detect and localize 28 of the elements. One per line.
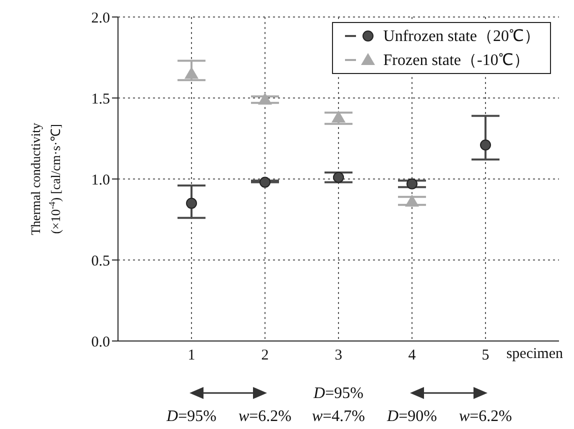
y-tick-label: 0.5 (91, 253, 110, 270)
point (258, 92, 272, 105)
x-tick-label: 5 (482, 348, 490, 364)
point (480, 139, 491, 150)
point (184, 66, 198, 79)
x-tick-label: 1 (188, 348, 196, 364)
point (333, 172, 344, 183)
text: w=4.7% (312, 408, 366, 425)
text: D=95% (312, 385, 364, 402)
y-tick-label: 2.0 (91, 10, 110, 26)
text: D=90% (386, 408, 437, 425)
text: D=95% (166, 408, 216, 425)
y-tick-label: 1.0 (91, 172, 110, 188)
x-tick-label: 3 (334, 348, 342, 364)
x-tick-label: 4 (408, 348, 416, 364)
point (260, 176, 270, 188)
x-tick-label: 2 (261, 348, 269, 364)
point (332, 110, 346, 122)
x-axis-title: specimen (506, 346, 564, 362)
point (186, 198, 197, 209)
legend-label: Unfrozen state（20℃） (383, 26, 540, 46)
y-tick-label: 0.0 (91, 334, 110, 350)
y-tick-label: 1.5 (91, 91, 110, 108)
text: w=6.2% (458, 408, 512, 425)
point (406, 178, 418, 190)
point (405, 194, 419, 207)
legend-label: Frozen state（-10℃） (383, 50, 530, 70)
text: w=6.2% (238, 408, 292, 425)
